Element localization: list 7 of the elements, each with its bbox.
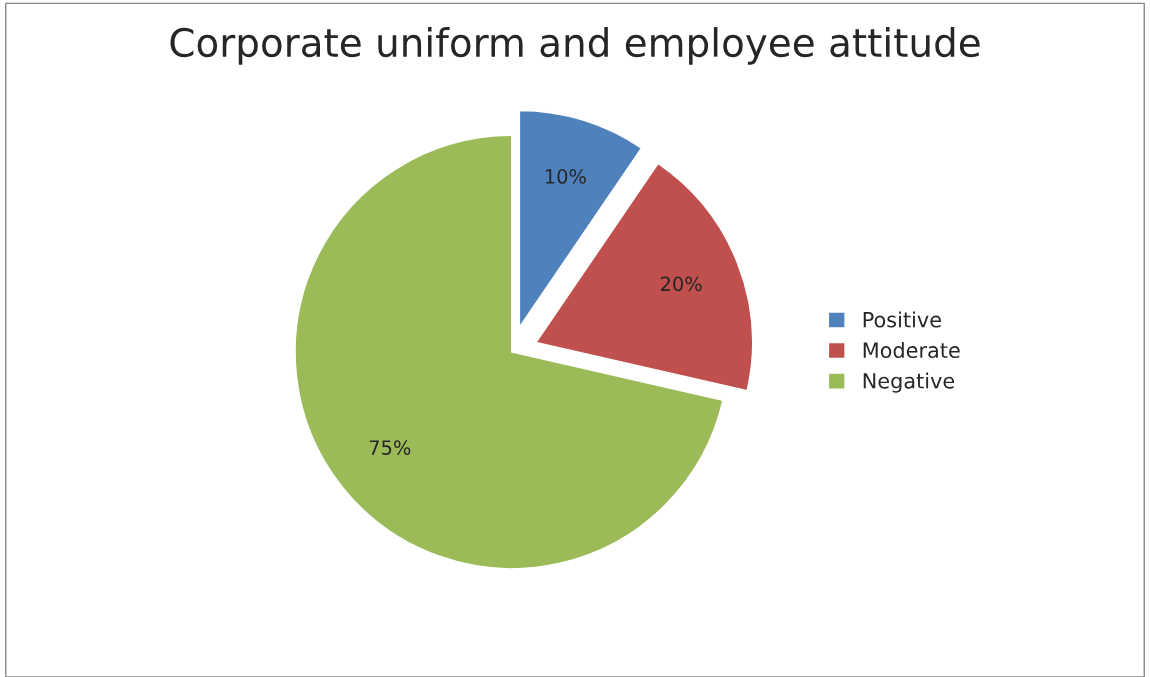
legend-label: Moderate <box>863 341 960 359</box>
legend-label: Positive <box>863 311 941 328</box>
legend-label: Negative <box>863 372 955 393</box>
data-label: 75% <box>369 440 411 455</box>
data-label: 10% <box>545 169 586 184</box>
chart-title: Corporate uniform and employee attitude <box>170 27 980 65</box>
data-label: 20% <box>660 276 702 292</box>
